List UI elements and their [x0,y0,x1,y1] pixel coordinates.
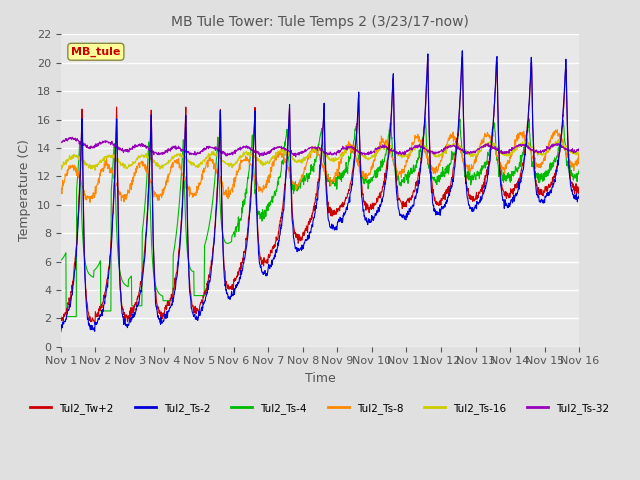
Text: MB_tule: MB_tule [71,47,120,57]
Title: MB Tule Tower: Tule Temps 2 (3/23/17-now): MB Tule Tower: Tule Temps 2 (3/23/17-now… [171,15,469,29]
X-axis label: Time: Time [305,372,335,385]
Legend: Tul2_Tw+2, Tul2_Ts-2, Tul2_Ts-4, Tul2_Ts-8, Tul2_Ts-16, Tul2_Ts-32: Tul2_Tw+2, Tul2_Ts-2, Tul2_Ts-4, Tul2_Ts… [26,399,614,418]
Y-axis label: Temperature (C): Temperature (C) [19,140,31,241]
